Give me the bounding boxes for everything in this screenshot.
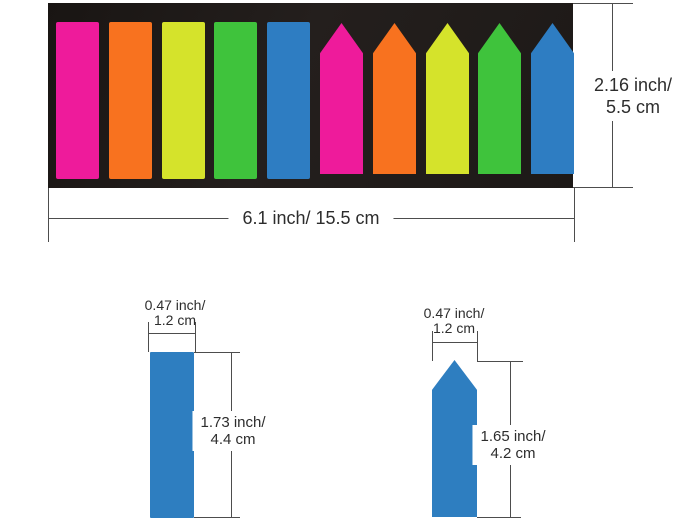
arrow-height-extension-bottom	[477, 517, 521, 518]
rect-height-extension-top	[194, 352, 240, 353]
panel-height-inches: 2.16 inch/	[593, 75, 673, 95]
panel-width-label: 6.1 inch/ 15.5 cm	[228, 207, 394, 229]
green-rect-tab	[214, 22, 257, 179]
green-arrow-tab	[478, 23, 521, 174]
arrow-sample-width-label: 0.47 inch/ 1.2 cm	[424, 306, 485, 336]
panel-height-cm: 5.5 cm	[605, 97, 661, 117]
yellow-arrow-tab	[426, 23, 469, 174]
rect-sample-height-cm: 4.4 cm	[210, 431, 256, 448]
rect-sample-width-label: 0.47 inch/ 1.2 cm	[145, 298, 206, 328]
arrow-sample-height-inches: 1.65 inch/	[480, 428, 546, 445]
rect-sample-width-cm: 1.2 cm	[153, 312, 196, 328]
panel-height-label: 2.16 inch/ 5.5 cm	[585, 71, 679, 121]
rect-width-tick-left	[148, 322, 149, 352]
sample-arrow-tab	[432, 360, 477, 517]
arrow-sample-height-label: 1.65 inch/ 4.2 cm	[472, 425, 554, 465]
yellow-rect-tab	[162, 22, 205, 179]
height-extension-line-top	[573, 3, 633, 4]
blue-arrow-tab	[531, 23, 574, 174]
arrow-width-dimension-line	[432, 342, 478, 343]
rect-sample-height-inches: 1.73 inch/	[200, 414, 266, 431]
rect-height-extension-bottom	[194, 517, 240, 518]
blue-rect-tab	[267, 22, 310, 179]
arrow-height-extension-top	[477, 361, 523, 362]
width-extension-line-left	[48, 188, 49, 242]
orange-rect-tab	[109, 22, 152, 179]
sample-rect-tab	[150, 352, 194, 518]
width-extension-line-right	[574, 188, 575, 242]
tab-strip	[48, 3, 574, 188]
arrow-sample-height-cm: 4.2 cm	[490, 445, 536, 462]
orange-arrow-tab	[373, 23, 416, 174]
pink-rect-tab	[56, 22, 99, 179]
rect-width-tick-right	[195, 322, 196, 352]
arrow-sample-width-cm: 1.2 cm	[432, 320, 475, 336]
rect-sample-height-label: 1.73 inch/ 4.4 cm	[192, 411, 274, 451]
arrow-width-tick-right	[477, 331, 478, 361]
arrow-width-tick-left	[432, 331, 433, 361]
rect-width-dimension-line	[148, 333, 196, 334]
arrow-sample-width-inches: 0.47 inch/	[423, 305, 485, 321]
height-extension-line-bottom	[573, 187, 633, 188]
pink-arrow-tab	[320, 23, 363, 174]
rect-sample-width-inches: 0.47 inch/	[144, 297, 206, 313]
